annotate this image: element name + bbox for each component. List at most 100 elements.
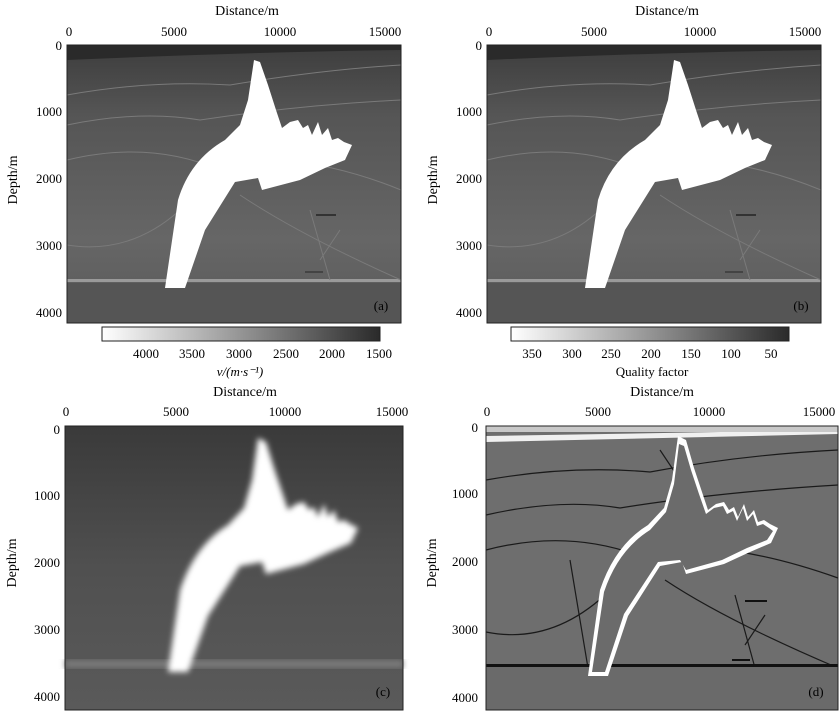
y-tick-0: 0: [56, 38, 63, 53]
plot-frame: [486, 44, 822, 324]
salt-body-interior: [592, 444, 773, 672]
water-layer: [487, 45, 821, 60]
y-tick-1000: 1000: [36, 104, 62, 119]
panel-d-plot: Distance/m 0 5000 10000 15000 0 1000 200…: [425, 385, 839, 711]
y-tick-4000: 4000: [36, 305, 62, 320]
x-tick-0: 0: [63, 404, 70, 419]
panel-d: Distance/m 0 5000 10000 15000 0 1000 200…: [420, 380, 840, 713]
bottom-layer: [487, 283, 821, 323]
cb-tick-300: 300: [562, 346, 582, 361]
y-tick-1000: 1000: [34, 488, 60, 503]
colorbar-gradient: [101, 326, 381, 342]
cb-tick-100: 100: [721, 346, 741, 361]
y-tick-2000: 2000: [452, 554, 478, 569]
colorbar-label: Quality factor: [616, 364, 689, 379]
panel-label: (d): [808, 684, 823, 699]
x-tick-0: 0: [484, 404, 491, 419]
y-tick-4000: 4000: [456, 305, 482, 320]
x-tick-0: 0: [66, 24, 73, 39]
lens-body-1: [316, 214, 336, 216]
lens-body-2: [305, 271, 323, 273]
cb-tick-350: 350: [522, 346, 542, 361]
y-tick-4000: 4000: [452, 690, 478, 705]
layer-boundaries: [66, 64, 402, 281]
y-tick-0: 0: [472, 420, 479, 435]
cb-tick-3500: 3500: [179, 346, 205, 361]
colorbar-gradient: [510, 326, 790, 342]
panel-a: Distance/m 0 5000 10000 15000 0 1000 200…: [0, 0, 420, 330]
salt-body: [168, 438, 358, 672]
cb-tick-3000: 3000: [226, 346, 252, 361]
x-tick-10000: 10000: [269, 404, 302, 419]
cb-tick-4000: 4000: [133, 346, 159, 361]
y-tick-3000: 3000: [34, 622, 60, 637]
x-tick-10000: 10000: [264, 24, 297, 39]
x-axis-title: Distance/m: [213, 385, 277, 400]
plot-frame: [66, 44, 402, 324]
x-tick-5000: 5000: [581, 24, 607, 39]
panel-label: (a): [374, 298, 388, 313]
model-background: [67, 45, 401, 323]
reflectivity-lines: [485, 449, 839, 681]
cb-tick-150: 150: [681, 346, 701, 361]
y-axis-title: Depth/m: [5, 538, 20, 587]
bottom-reflector: [486, 664, 838, 667]
x-axis-title: Distance/m: [635, 4, 699, 19]
y-tick-3000: 3000: [36, 238, 62, 253]
salt-body: [165, 60, 352, 288]
bottom-reflector: [487, 279, 821, 282]
y-tick-3000: 3000: [456, 238, 482, 253]
x-tick-10000: 10000: [684, 24, 717, 39]
panel-label: (b): [793, 298, 808, 313]
plot-frame: [485, 425, 839, 711]
y-tick-2000: 2000: [456, 171, 482, 186]
model-background: [487, 45, 821, 323]
x-tick-5000: 5000: [585, 404, 611, 419]
panel-a-plot: Distance/m 0 5000 10000 15000 0 1000 200…: [6, 4, 402, 324]
y-axis-title: Depth/m: [6, 155, 21, 204]
x-tick-15000: 15000: [376, 404, 409, 419]
x-tick-15000: 15000: [803, 404, 836, 419]
cb-tick-200: 200: [641, 346, 661, 361]
bottom-reflector: [65, 660, 403, 668]
colorbar-quality: 350 300 250 200 150 100 50 Quality facto…: [420, 322, 840, 382]
water-layer: [67, 45, 401, 60]
y-axis-title: Depth/m: [425, 538, 440, 587]
plot-frame: [64, 425, 404, 711]
y-tick-1000: 1000: [452, 486, 478, 501]
x-tick-0: 0: [486, 24, 493, 39]
bottom-reflector: [67, 279, 401, 282]
y-tick-0: 0: [476, 38, 483, 53]
top-strip: [486, 426, 838, 432]
y-tick-1000: 1000: [456, 104, 482, 119]
bottom-layer: [67, 283, 401, 323]
panel-b-plot: Distance/m 0 5000 10000 15000 0 1000 200…: [426, 4, 822, 324]
salt-body: [585, 60, 772, 288]
panel-c-plot: Distance/m 0 5000 10000 15000 0 1000 200…: [5, 385, 409, 711]
x-axis-title: Distance/m: [630, 385, 694, 400]
panel-c: Distance/m 0 5000 10000 15000 0 1000 200…: [0, 380, 420, 713]
panel-b: Distance/m 0 5000 10000 15000 0 1000 200…: [420, 0, 840, 330]
x-tick-5000: 5000: [163, 404, 189, 419]
cb-tick-1500: 1500: [366, 346, 392, 361]
y-axis-title: Depth/m: [426, 155, 441, 204]
lens-body-1: [736, 214, 756, 216]
x-tick-15000: 15000: [789, 24, 822, 39]
panel-label: (c): [376, 684, 390, 699]
model-background: [486, 426, 838, 710]
lens-body-2: [725, 271, 743, 273]
cb-tick-50: 50: [765, 346, 778, 361]
cb-tick-2000: 2000: [319, 346, 345, 361]
x-tick-15000: 15000: [369, 24, 402, 39]
cb-tick-250: 250: [601, 346, 621, 361]
cb-tick-2500: 2500: [273, 346, 299, 361]
bottom-layer: [486, 667, 838, 710]
y-tick-0: 0: [54, 422, 61, 437]
x-tick-5000: 5000: [161, 24, 187, 39]
y-tick-4000: 4000: [34, 689, 60, 704]
y-tick-2000: 2000: [36, 171, 62, 186]
lens-body-1: [745, 600, 767, 602]
colorbar-velocity: 4000 3500 3000 2500 2000 1500 v/(m·s⁻¹): [0, 322, 420, 382]
y-tick-2000: 2000: [34, 555, 60, 570]
y-tick-3000: 3000: [452, 622, 478, 637]
